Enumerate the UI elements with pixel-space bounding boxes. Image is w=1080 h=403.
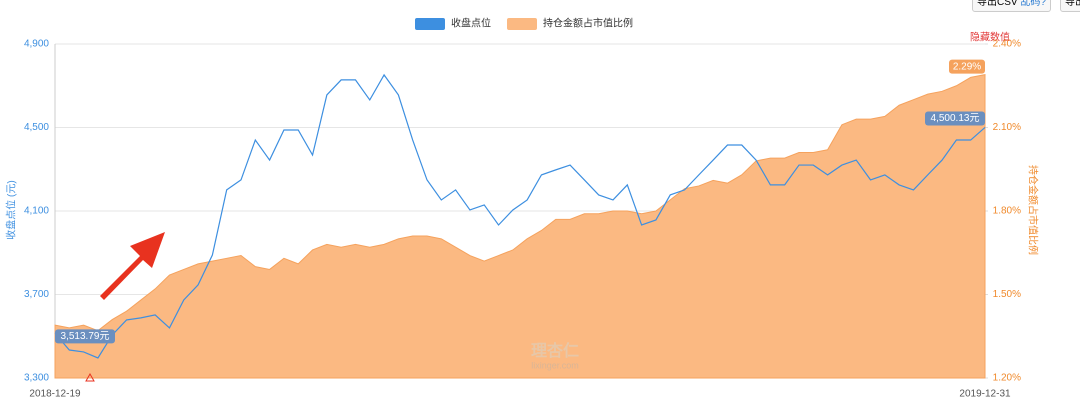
y-tick-label: 3,300 [24, 373, 49, 384]
plot: 3,300 3,700 4,100 4,500 4,900 1.20% 1.50% 1.80%… [5, 39, 1040, 400]
area [54, 74, 986, 379]
annotation-arrow [100, 232, 165, 300]
watermark-site: lixinger.com [531, 360, 579, 370]
export-more-button[interactable]: 导出 [1060, 0, 1080, 12]
legend-label: 持仓金额占市值比例 [543, 17, 633, 30]
legend-swatch [415, 18, 445, 30]
y2-tick-label: 2.10% [993, 122, 1021, 133]
value-label: 4,500.13元 [931, 113, 980, 124]
value-label-box [925, 111, 985, 126]
x-tick-label: 2019-12-31 [959, 389, 1011, 400]
export-csv-button[interactable]: 导出CSV 乱码? [972, 0, 1051, 12]
value-label-box [949, 59, 985, 74]
export-csv-text[interactable]: 导出CSV [977, 0, 1018, 8]
x-tick-label: 2018-12-19 [29, 389, 81, 400]
garbled-link[interactable]: 乱码? [1020, 0, 1046, 8]
y-tick-label: 3,700 [24, 289, 49, 300]
y-tick-label: 4,900 [24, 39, 49, 50]
y-tick-label: 4,500 [24, 122, 49, 133]
line [54, 73, 986, 359]
y2-tick-label: 1.80% [993, 206, 1021, 217]
legend-label: 收盘点位 [451, 17, 491, 30]
export-more-text[interactable]: 导出 [1065, 0, 1080, 8]
y2-axis-title: 持仓金额占市值比例 [1026, 165, 1039, 255]
y-axis-title: 收盘点位 (元) [5, 180, 18, 239]
legend-swatch [507, 18, 537, 30]
value-label: 3,513.79元 [61, 331, 110, 342]
hide-values-link[interactable]: 隐藏数值 [970, 31, 1010, 44]
y2-tick-label: 2.40% [993, 39, 1021, 50]
value-label: 2.29% [953, 61, 981, 72]
value-label-box [55, 329, 115, 344]
y-tick-label: 4,100 [24, 206, 49, 217]
watermark-brand: 理杏仁 [531, 341, 579, 360]
y2-tick-label: 1.20% [993, 373, 1021, 384]
event-marker [85, 372, 95, 382]
y2-tick-label: 1.50% [993, 289, 1021, 300]
